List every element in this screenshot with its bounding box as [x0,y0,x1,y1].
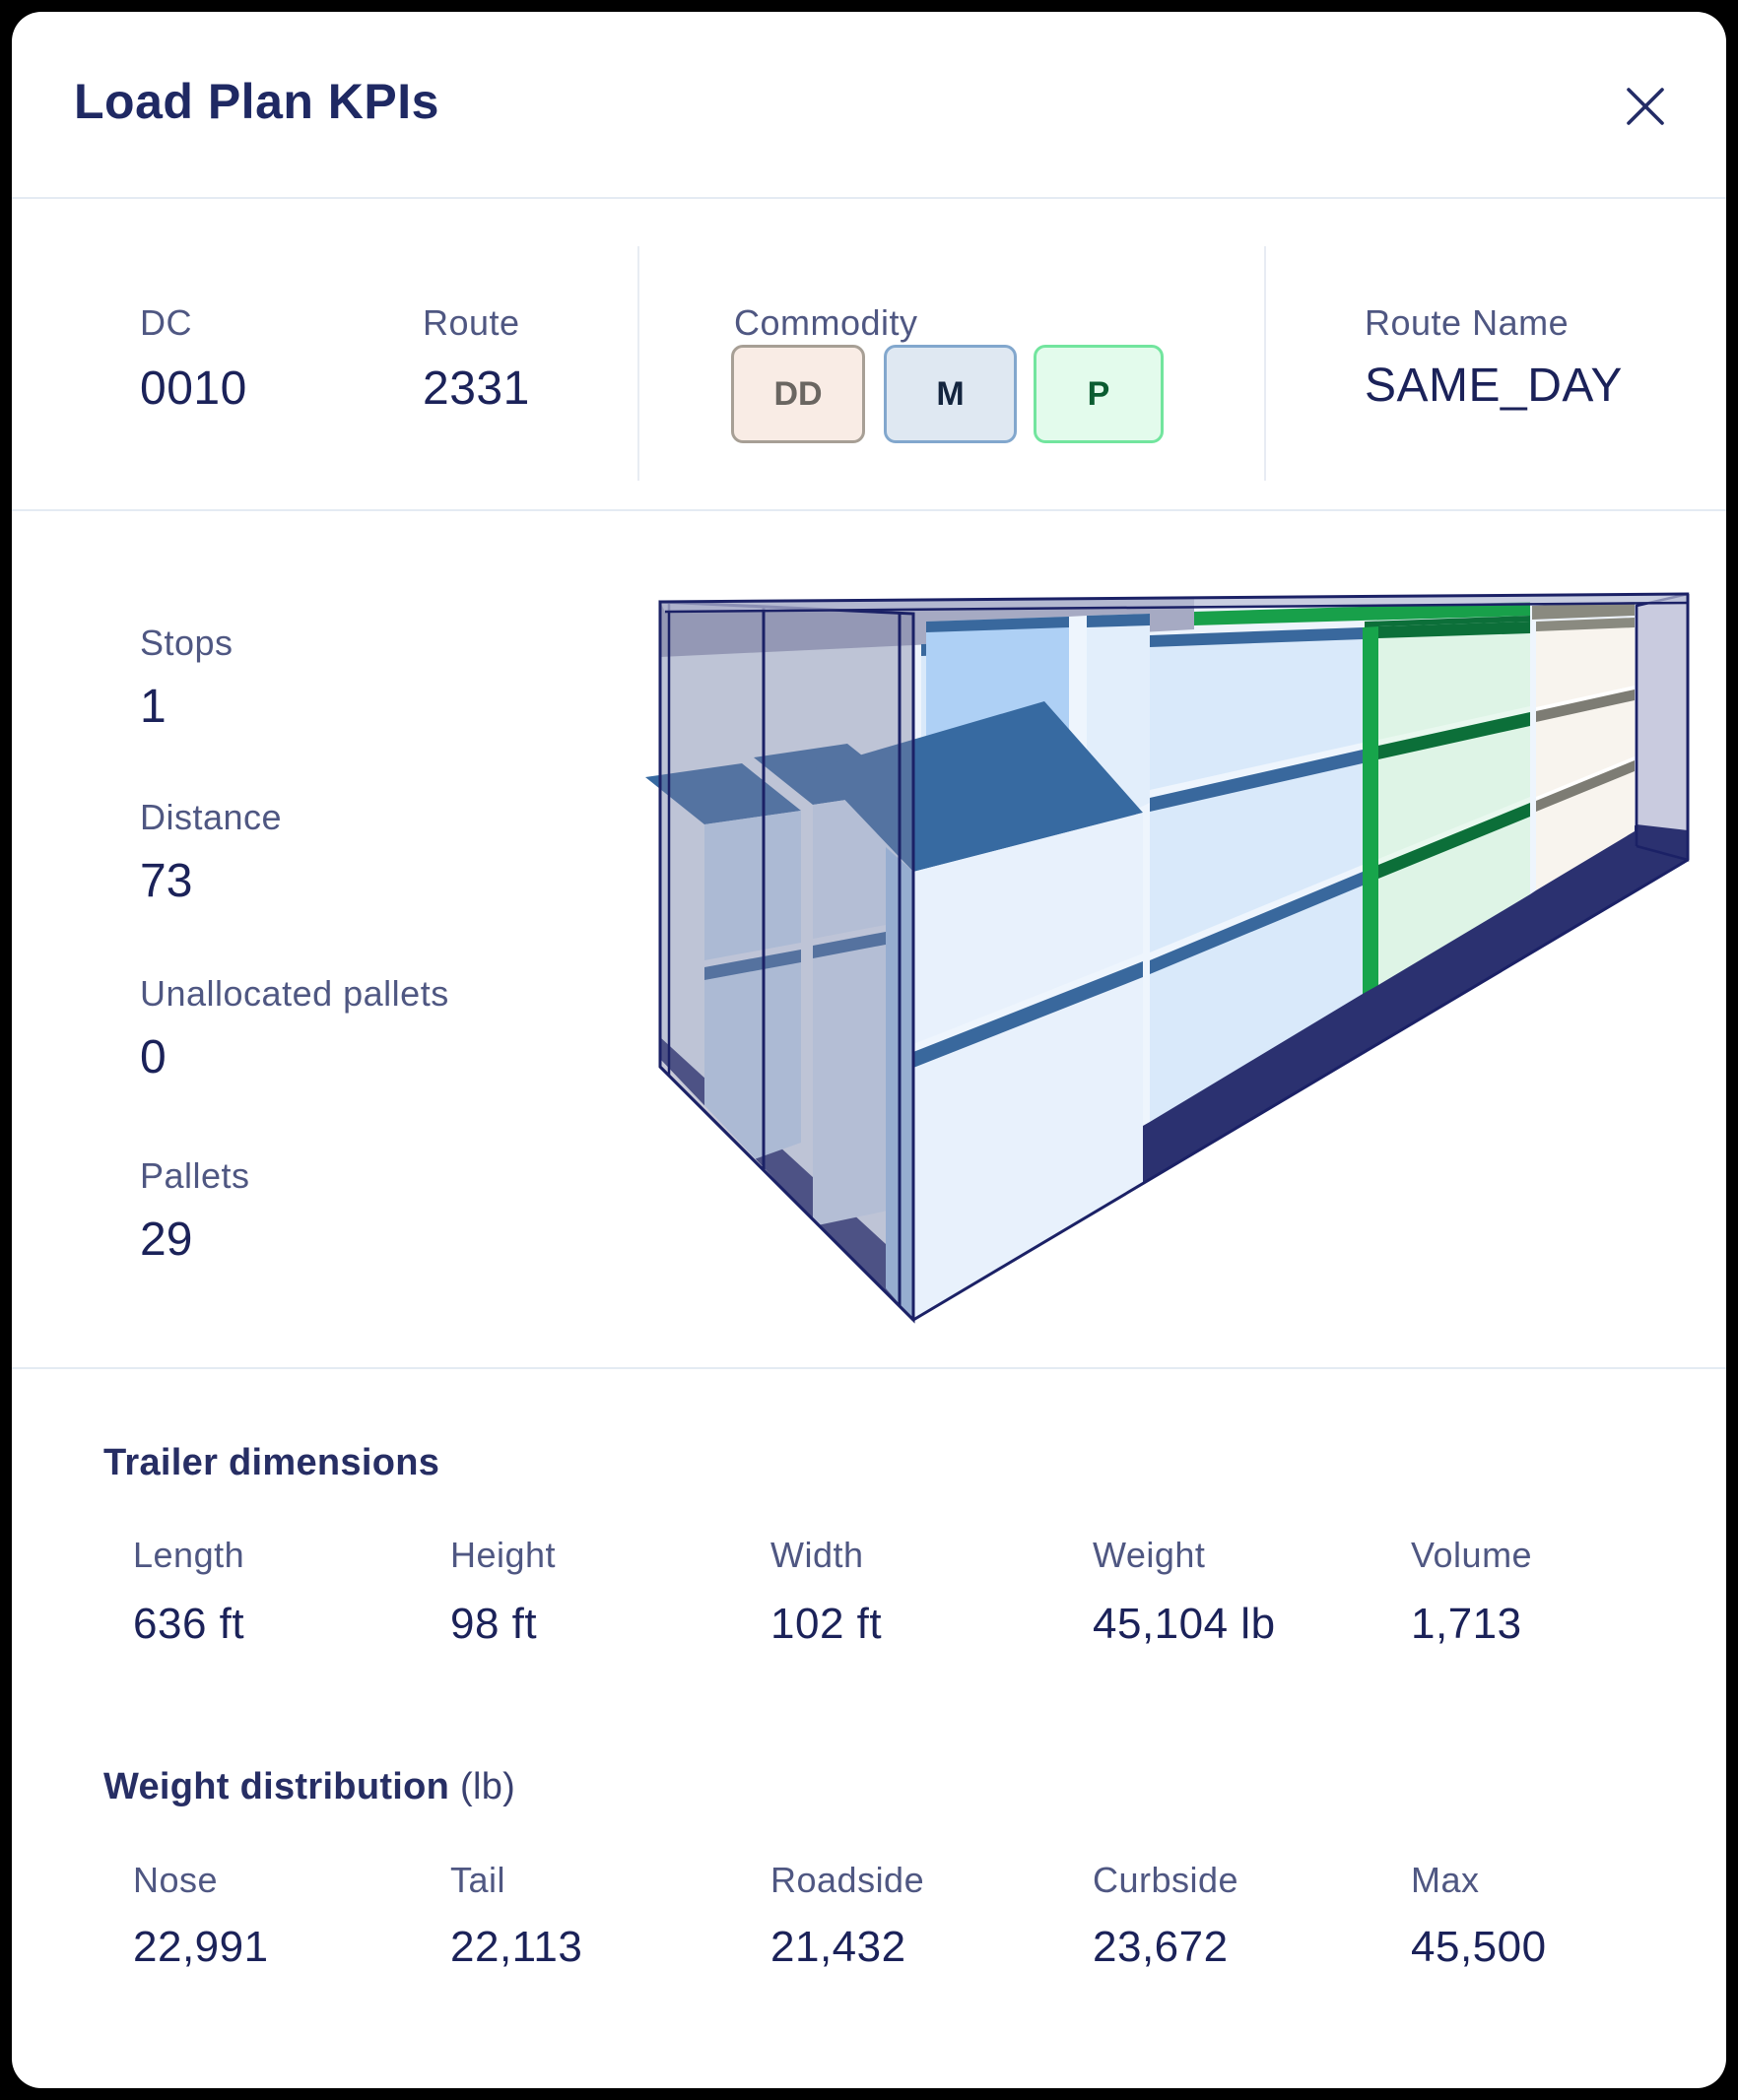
stat-distance-label: Distance [140,797,283,837]
close-button[interactable] [1613,74,1678,139]
commodity-badge-dd[interactable]: DD [731,345,865,443]
stat-distance: Distance 73 [140,797,282,908]
weight-label: Weight [1093,1535,1206,1575]
length-value: 636 ft [133,1600,245,1648]
volume-label: Volume [1411,1535,1533,1575]
weight-distribution-title-text: Weight distribution [103,1766,450,1807]
route-value: 2331 [423,362,530,415]
roadside-label: Roadside [770,1860,925,1900]
weight-distribution-unit: (lb) [460,1766,516,1807]
commodity-badge-m-code: M [936,374,965,413]
curbside-label: Curbside [1093,1860,1239,1900]
commodity-badge-p-code: P [1087,374,1110,413]
tail-label: Tail [450,1860,506,1900]
length-label: Length [133,1535,245,1575]
info-divider-left [637,246,639,481]
width-label: Width [770,1535,864,1575]
stat-pallets: Pallets 29 [140,1155,250,1267]
weight-value: 45,104 lb [1093,1600,1276,1648]
load-plan-kpis-modal: Load Plan KPIs DC 0010 Route 2331 Commod… [12,12,1726,2088]
roadside-value: 21,432 [770,1923,906,1971]
dc-value: 0010 [140,362,247,415]
stat-unallocated-pallets-label: Unallocated pallets [140,973,449,1014]
max-label: Max [1411,1860,1480,1900]
stat-stops-value: 1 [140,681,167,733]
height-value: 98 ft [450,1600,538,1648]
route-label: Route [423,302,520,343]
info-divider-right [1264,246,1266,481]
stat-unallocated-pallets: Unallocated pallets 0 [140,973,449,1084]
curbside-value: 23,672 [1093,1923,1229,1971]
commodity-badge-dd-code: DD [773,374,823,413]
commodity-label: Commodity [734,302,918,343]
route-name-value: SAME_DAY [1365,360,1623,412]
stat-pallets-label: Pallets [140,1155,250,1196]
header-divider [12,197,1726,199]
viz-section-divider [12,1367,1726,1369]
page-title: Load Plan KPIs [74,74,439,129]
height-label: Height [450,1535,557,1575]
trailer-3d-drawing [645,592,1690,1335]
route-name-label: Route Name [1365,302,1570,343]
nose-label: Nose [133,1860,219,1900]
width-value: 102 ft [770,1600,883,1648]
volume-value: 1,713 [1411,1600,1522,1648]
stat-distance-value: 73 [140,855,193,907]
nose-value: 22,991 [133,1923,269,1971]
close-icon [1627,88,1664,125]
commodity-badge-m[interactable]: M [884,345,1017,443]
stat-stops: Stops 1 [140,623,234,734]
dc-label: DC [140,302,192,343]
trailer-dimensions-title: Trailer dimensions [103,1442,440,1483]
weight-distribution-title: Weight distribution (lb) [103,1766,515,1808]
stat-unallocated-pallets-value: 0 [140,1031,167,1083]
stat-pallets-value: 29 [140,1214,193,1266]
stat-stops-label: Stops [140,623,234,663]
trailer-load-visualization [645,576,1690,1335]
max-value: 45,500 [1411,1923,1547,1971]
info-section-divider [12,509,1726,511]
commodity-badge-p[interactable]: P [1034,345,1164,443]
tail-value: 22,113 [450,1923,583,1971]
